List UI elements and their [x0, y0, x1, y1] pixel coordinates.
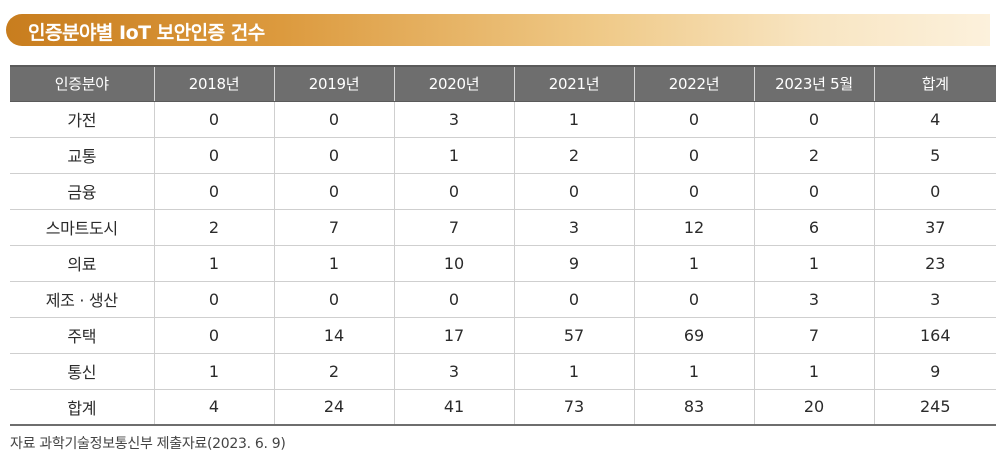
- table-cell: 0: [273, 137, 394, 174]
- row-total-cell: 164: [873, 317, 996, 354]
- table-row: 제조 · 생산 0 0 0 0 0 3 3: [10, 281, 996, 318]
- table-row: 가전 0 0 3 1 0 0 4: [10, 101, 996, 138]
- table-cell: 0: [273, 101, 394, 138]
- row-total-cell: 23: [873, 245, 996, 282]
- table-cell: 1: [753, 245, 874, 282]
- table-cell: 0: [633, 101, 754, 138]
- table-cell: 7: [753, 317, 874, 354]
- table-cell: 3: [393, 101, 514, 138]
- table-cell: 4: [153, 389, 274, 426]
- row-total-cell: 245: [873, 389, 996, 426]
- table-cell: 3: [513, 209, 634, 246]
- table-cell: 1: [393, 137, 514, 174]
- row-total-cell: 3: [873, 281, 996, 318]
- row-label: 통신: [10, 353, 154, 390]
- table-cell: 17: [393, 317, 514, 354]
- table-cell: 57: [513, 317, 634, 354]
- table-cell: 1: [513, 353, 634, 390]
- table-cell: 7: [273, 209, 394, 246]
- table-cell: 2: [513, 137, 634, 174]
- table-cell: 1: [153, 245, 274, 282]
- table-row: 통신 1 2 3 1 1 1 9: [10, 353, 996, 390]
- table-cell: 6: [753, 209, 874, 246]
- header-2020: 2020년: [393, 65, 514, 102]
- table-cell: 0: [273, 281, 394, 318]
- table-cell: 1: [633, 245, 754, 282]
- table-cell: 0: [153, 281, 274, 318]
- table-cell: 2: [273, 353, 394, 390]
- header-2022: 2022년: [633, 65, 754, 102]
- row-total-cell: 37: [873, 209, 996, 246]
- table-cell: 83: [633, 389, 754, 426]
- header-2018: 2018년: [153, 65, 274, 102]
- row-label: 주택: [10, 317, 154, 354]
- header-2021: 2021년: [513, 65, 634, 102]
- page-title: 인증분야별 IoT 보안인증 건수: [28, 22, 265, 44]
- table-cell: 0: [513, 173, 634, 210]
- table-row: 금융 0 0 0 0 0 0 0: [10, 173, 996, 210]
- header-2019: 2019년: [273, 65, 394, 102]
- table-cell: 0: [633, 137, 754, 174]
- row-label: 금융: [10, 173, 154, 210]
- table-cell: 2: [753, 137, 874, 174]
- table-cell: 9: [513, 245, 634, 282]
- row-total-cell: 0: [873, 173, 996, 210]
- table-cell: 73: [513, 389, 634, 426]
- table-row: 의료 1 1 10 9 1 1 23: [10, 245, 996, 282]
- table-total-row: 합계 4 24 41 73 83 20 245: [10, 389, 996, 426]
- row-total-cell: 5: [873, 137, 996, 174]
- row-label: 가전: [10, 101, 154, 138]
- table-cell: 1: [153, 353, 274, 390]
- table-cell: 41: [393, 389, 514, 426]
- row-label: 교통: [10, 137, 154, 174]
- iot-certification-table: 인증분야 2018년 2019년 2020년 2021년 2022년 2023년…: [10, 65, 996, 426]
- table-cell: 14: [273, 317, 394, 354]
- table-cell: 24: [273, 389, 394, 426]
- row-label: 합계: [10, 389, 154, 426]
- table-cell: 0: [753, 173, 874, 210]
- table-row: 교통 0 0 1 2 0 2 5: [10, 137, 996, 174]
- table-cell: 0: [633, 281, 754, 318]
- table-cell: 0: [633, 173, 754, 210]
- table-cell: 1: [273, 245, 394, 282]
- table-cell: 10: [393, 245, 514, 282]
- header-total: 합계: [873, 65, 996, 102]
- table-cell: 1: [513, 101, 634, 138]
- table-cell: 3: [393, 353, 514, 390]
- table-row: 주택 0 14 17 57 69 7 164: [10, 317, 996, 354]
- table-cell: 69: [633, 317, 754, 354]
- table-cell: 0: [153, 317, 274, 354]
- title-bar: 인증분야별 IoT 보안인증 건수: [6, 14, 990, 46]
- table-cell: 12: [633, 209, 754, 246]
- table-cell: 0: [153, 101, 274, 138]
- table-cell: 2: [153, 209, 274, 246]
- table-cell: 0: [153, 173, 274, 210]
- source-note: 자료 과학기술정보통신부 제출자료(2023. 6. 9): [10, 436, 286, 452]
- table-body: 가전 0 0 3 1 0 0 4 교통 0 0 1 2 0 2 5 금융 0 0…: [10, 101, 996, 426]
- table-cell: 0: [393, 281, 514, 318]
- row-total-cell: 4: [873, 101, 996, 138]
- header-2023-may: 2023년 5월: [753, 65, 874, 102]
- table-cell: 3: [753, 281, 874, 318]
- table-cell: 0: [153, 137, 274, 174]
- header-row: 인증분야 2018년 2019년 2020년 2021년 2022년 2023년…: [10, 65, 996, 102]
- table-row: 스마트도시 2 7 7 3 12 6 37: [10, 209, 996, 246]
- table-cell: 1: [753, 353, 874, 390]
- row-label: 스마트도시: [10, 209, 154, 246]
- row-label: 의료: [10, 245, 154, 282]
- table-cell: 0: [513, 281, 634, 318]
- table-cell: 0: [753, 101, 874, 138]
- table-cell: 0: [273, 173, 394, 210]
- table-cell: 20: [753, 389, 874, 426]
- header-category: 인증분야: [10, 65, 154, 102]
- row-label: 제조 · 생산: [10, 281, 154, 318]
- table-cell: 1: [633, 353, 754, 390]
- table-cell: 7: [393, 209, 514, 246]
- table-cell: 0: [393, 173, 514, 210]
- table-header: 인증분야 2018년 2019년 2020년 2021년 2022년 2023년…: [10, 65, 996, 102]
- row-total-cell: 9: [873, 353, 996, 390]
